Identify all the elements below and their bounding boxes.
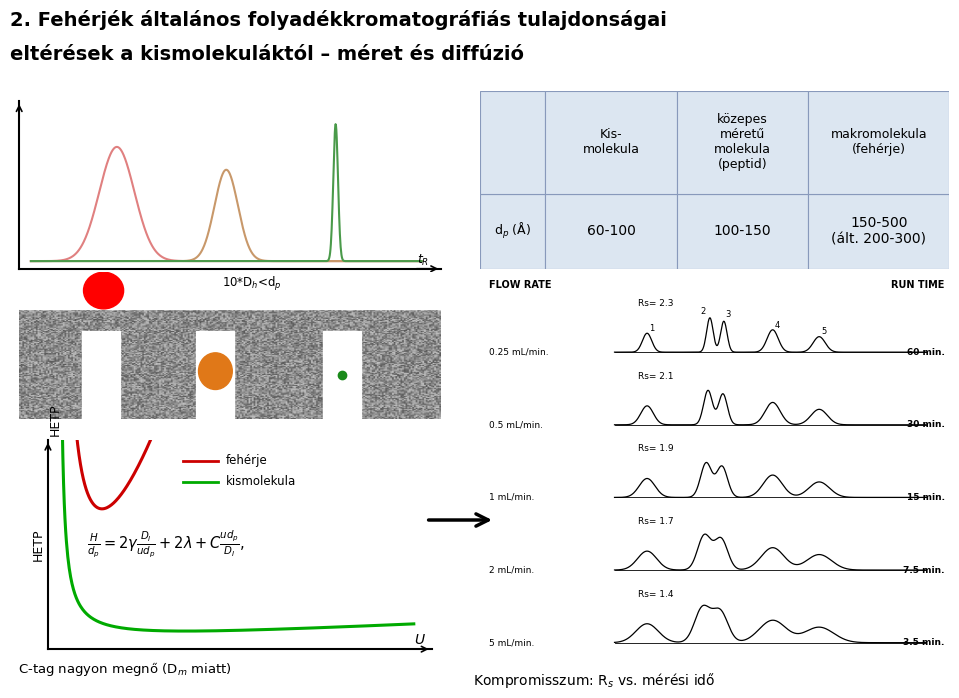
Ellipse shape <box>83 272 124 309</box>
Text: 0.25 mL/min.: 0.25 mL/min. <box>489 348 549 357</box>
Text: RUN TIME: RUN TIME <box>891 279 945 290</box>
Text: makromolekula
(fehérje): makromolekula (fehérje) <box>830 128 927 156</box>
Text: 2 mL/min.: 2 mL/min. <box>489 565 534 574</box>
Text: $\frac{H}{d_p} = 2\gamma\frac{D_I}{ud_p} + 2\lambda + C\frac{ud_p}{D_I},$: $\frac{H}{d_p} = 2\gamma\frac{D_I}{ud_p}… <box>87 529 245 560</box>
Text: 3: 3 <box>726 310 731 319</box>
Text: eltérések a kismolekuláktól – méret és diffúzió: eltérések a kismolekuláktól – méret és d… <box>10 45 524 64</box>
Text: d$_p$ (Å): d$_p$ (Å) <box>494 221 531 242</box>
Text: U: U <box>414 632 425 646</box>
Text: 2. Fehérjék általános folyadékkromatográfiás tulajdonságai: 2. Fehérjék általános folyadékkromatográ… <box>10 10 667 31</box>
Bar <box>546 91 677 194</box>
Text: 3.5 min.: 3.5 min. <box>903 638 945 647</box>
Text: 1 mL/min.: 1 mL/min. <box>489 493 534 502</box>
Text: 10*D$_h$<d$_p$: 10*D$_h$<d$_p$ <box>222 275 282 293</box>
Text: 2: 2 <box>700 307 706 316</box>
Text: 30 min.: 30 min. <box>907 420 945 429</box>
Text: közepes
méretű
molekula
(peptid): közepes méretű molekula (peptid) <box>714 113 771 171</box>
Text: Rs= 1.4: Rs= 1.4 <box>638 590 673 599</box>
Bar <box>82 331 121 419</box>
Text: 1: 1 <box>649 325 655 334</box>
Text: 150-500
(ált. 200-300): 150-500 (ált. 200-300) <box>831 216 926 246</box>
Text: 15 min.: 15 min. <box>907 493 945 502</box>
Text: 5: 5 <box>822 327 827 336</box>
Y-axis label: HETP: HETP <box>33 528 45 560</box>
Bar <box>323 331 361 419</box>
Bar <box>546 194 677 269</box>
Text: Rs= 2.3: Rs= 2.3 <box>638 299 673 309</box>
Bar <box>808 91 949 194</box>
Bar <box>480 91 546 194</box>
Text: Kis-
molekula: Kis- molekula <box>582 128 640 156</box>
Ellipse shape <box>199 353 232 389</box>
Text: Rs= 2.1: Rs= 2.1 <box>638 372 673 381</box>
Text: fehérje: fehérje <box>225 454 268 467</box>
Text: FLOW RATE: FLOW RATE <box>489 279 551 290</box>
Bar <box>19 272 441 309</box>
Bar <box>480 194 546 269</box>
Text: HETP: HETP <box>49 403 61 436</box>
Text: 4: 4 <box>775 320 781 329</box>
Text: 60 min.: 60 min. <box>907 348 945 357</box>
Text: 5 mL/min.: 5 mL/min. <box>489 638 534 647</box>
Text: 100-150: 100-150 <box>713 224 771 238</box>
Bar <box>197 331 234 419</box>
Text: 0.5 mL/min.: 0.5 mL/min. <box>489 420 543 429</box>
Text: Kompromisszum: R$_s$ vs. mérési idő: Kompromisszum: R$_s$ vs. mérési idő <box>474 671 715 690</box>
Text: Rs= 1.7: Rs= 1.7 <box>638 517 673 526</box>
Bar <box>677 91 808 194</box>
Text: C-tag nagyon megnő (D$_m$ miatt): C-tag nagyon megnő (D$_m$ miatt) <box>18 660 231 678</box>
Text: kismolekula: kismolekula <box>225 475 295 488</box>
Bar <box>808 194 949 269</box>
Text: Rs= 1.9: Rs= 1.9 <box>638 445 673 454</box>
Text: 7.5 min.: 7.5 min. <box>903 565 945 574</box>
Text: $t_R$: $t_R$ <box>417 253 430 268</box>
Bar <box>677 194 808 269</box>
Text: 60-100: 60-100 <box>587 224 636 238</box>
